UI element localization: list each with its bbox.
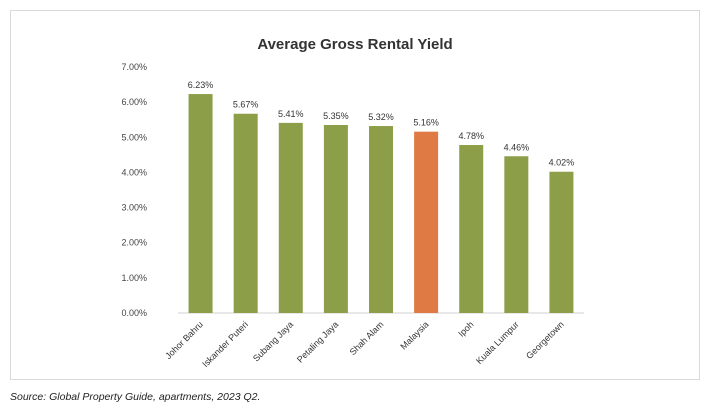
y-tick-label: 4.00% <box>121 167 147 177</box>
bar-ipoh <box>459 145 484 313</box>
y-tick-label: 6.00% <box>121 97 147 107</box>
bar-iskander-puteri <box>233 113 258 314</box>
chart-frame: Average Gross Rental Yield 0.00% 1.00% 2.0… <box>10 10 700 380</box>
value-label: 4.02% <box>549 158 575 168</box>
bar-subang-jaya <box>278 122 303 314</box>
value-label: 5.41% <box>278 109 304 119</box>
y-axis: 0.00% 1.00% 2.00% 3.00% 4.00% 5.00% 6.00% 7.00% <box>121 62 147 318</box>
y-tick-label: 0.00% <box>121 308 147 318</box>
y-tick-label: 1.00% <box>121 273 147 283</box>
x-tick-label: Iskander Puteri <box>200 319 250 369</box>
value-label: 4.78% <box>458 131 484 141</box>
bar-kuala-lumpur <box>504 156 529 313</box>
bar-petaling-jaya <box>323 124 348 313</box>
x-tick-label: Kuala Lumpur <box>474 319 521 366</box>
bar-johor-bahru <box>188 94 213 313</box>
source-note: Source: Global Property Guide, apartment… <box>10 391 261 403</box>
y-tick-label: 2.00% <box>121 238 147 248</box>
bar-malaysia <box>414 131 439 313</box>
chart-title: Average Gross Rental Yield <box>257 36 452 53</box>
bar-shah-alam <box>369 126 393 313</box>
value-label: 5.16% <box>413 118 439 128</box>
x-tick-label: Subang Jaya <box>251 319 295 363</box>
x-tick-label: Ipoh <box>456 319 475 338</box>
y-tick-label: 3.00% <box>121 203 147 213</box>
y-tick-label: 5.00% <box>121 132 147 142</box>
value-label: 5.32% <box>368 112 394 122</box>
bars-group <box>188 94 574 314</box>
value-label: 5.35% <box>323 111 349 121</box>
x-tick-label: Malaysia <box>398 319 430 351</box>
x-tick-label: Petaling Jaya <box>295 319 340 364</box>
value-labels-group: 6.23% 5.67% 5.41% 5.35% 5.32% 5.16% 4.78% 4.46%… <box>188 80 574 168</box>
value-label: 4.46% <box>504 142 530 152</box>
x-tick-label: Georgetown <box>524 319 566 361</box>
x-tick-label: Shah Alam <box>348 319 386 357</box>
value-label: 6.23% <box>188 80 214 90</box>
bar-georgetown <box>549 171 574 313</box>
y-tick-label: 7.00% <box>121 62 147 72</box>
x-tick-label: Johor Bahru <box>163 319 205 361</box>
value-label: 5.67% <box>233 100 259 110</box>
bar-chart: Average Gross Rental Yield 0.00% 1.00% 2.0… <box>121 36 584 369</box>
